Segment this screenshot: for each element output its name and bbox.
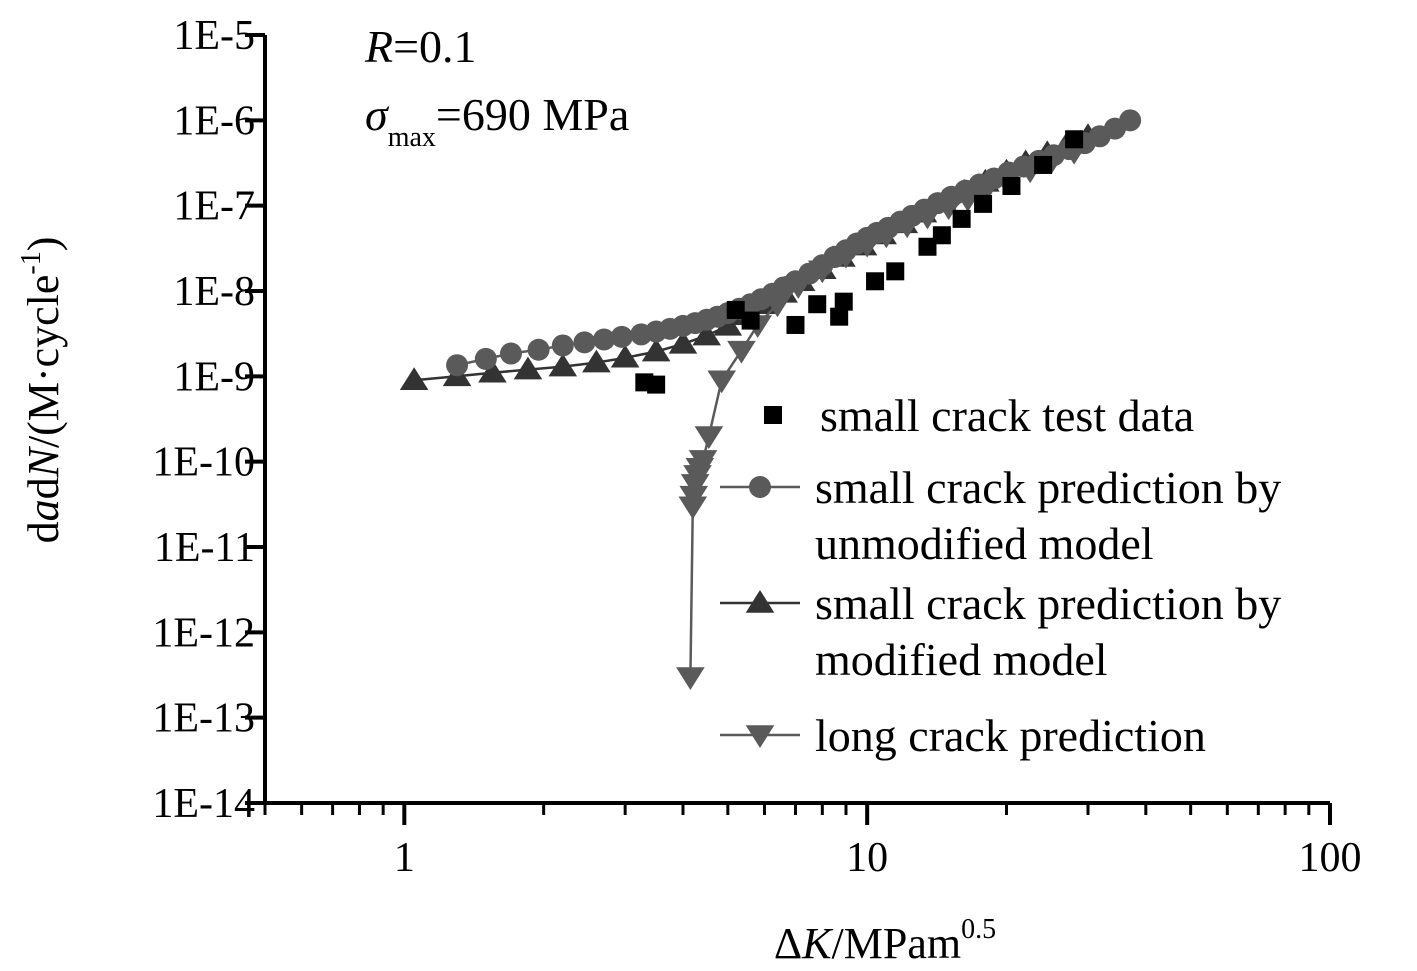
sigma-annotation: σmax=690 MPa xyxy=(365,89,629,153)
series-square xyxy=(635,130,1084,394)
legend-marker xyxy=(745,590,775,613)
x-tick-label: 100 xyxy=(1299,835,1362,881)
data-point xyxy=(399,367,429,390)
x-axis-label: ΔK/MPam0.5 xyxy=(774,914,996,968)
data-point xyxy=(592,328,615,351)
legend-label: small crack prediction by xyxy=(815,462,1281,513)
data-point xyxy=(1002,177,1021,196)
x-tick-label: 10 xyxy=(846,835,888,881)
data-point xyxy=(707,370,737,394)
data-point xyxy=(830,307,849,326)
legend-label: modified model xyxy=(815,634,1108,685)
data-point xyxy=(918,237,937,256)
data-point xyxy=(763,294,792,318)
data-point xyxy=(641,338,671,362)
data-point xyxy=(676,667,705,690)
data-point xyxy=(808,295,827,314)
data-point xyxy=(499,342,522,365)
axes: 1 10 100 1E-5 1E-6 1E-7 1E-8 1E-9 1E-10 1E-11 1E-1… xyxy=(152,13,1361,881)
data-point xyxy=(474,347,497,370)
legend-label: small crack prediction by xyxy=(815,578,1281,629)
data-point xyxy=(886,262,905,281)
data-point xyxy=(741,311,760,330)
legend-marker xyxy=(745,725,775,748)
x-tick-label: 1 xyxy=(394,835,415,881)
data-point xyxy=(974,194,993,213)
r-annotation: R=0.1 xyxy=(364,21,477,72)
data-point xyxy=(610,325,633,348)
data-point xyxy=(679,485,709,509)
data-point xyxy=(513,356,543,380)
data-point xyxy=(953,189,983,212)
y-tick-label: 1E-8 xyxy=(173,269,255,315)
legend-marker xyxy=(749,476,771,498)
y-axis-label: dadN/(M·cycle-1) xyxy=(16,237,68,544)
legend: small crack test data small crack predict… xyxy=(720,390,1281,761)
data-point xyxy=(446,354,469,377)
y-tick-label: 1E-7 xyxy=(173,184,255,230)
data-point xyxy=(713,312,743,336)
data-point xyxy=(688,450,718,473)
data-point xyxy=(1034,155,1053,174)
y-tick-label: 1E-14 xyxy=(152,781,255,827)
data-point xyxy=(808,260,837,284)
series-circle xyxy=(446,109,1142,377)
data-point xyxy=(834,292,853,311)
y-tick-label: 1E-13 xyxy=(152,696,255,742)
legend-item: long crack prediction xyxy=(720,710,1206,761)
y-tick-label: 1E-5 xyxy=(173,13,255,59)
data-point xyxy=(1065,130,1084,149)
data-point xyxy=(726,300,745,319)
data-point xyxy=(727,340,756,364)
data-point xyxy=(582,349,611,373)
data-point xyxy=(678,496,708,520)
data-point xyxy=(913,206,942,230)
legend-marker xyxy=(764,406,782,424)
data-point xyxy=(668,330,698,354)
legend-label: long crack prediction xyxy=(815,710,1206,761)
annotations: R=0.1 σmax=690 MPa xyxy=(364,21,629,153)
data-point xyxy=(866,272,885,291)
y-tick-label: 1E-12 xyxy=(152,610,255,656)
series-triangle-down xyxy=(676,141,1089,690)
data-point xyxy=(692,322,721,346)
data-point xyxy=(610,344,640,368)
y-tick-label: 1E-10 xyxy=(152,440,255,486)
data-point xyxy=(478,359,507,383)
data-point xyxy=(952,209,971,228)
data-point xyxy=(786,315,805,334)
y-tick-label: 1E-6 xyxy=(173,98,255,144)
data-point xyxy=(647,375,666,394)
data-point xyxy=(831,245,861,269)
data-point xyxy=(932,226,951,245)
data-point xyxy=(1119,109,1142,132)
data-point xyxy=(934,197,963,221)
legend-item: small crack test data xyxy=(764,390,1194,441)
y-tick-label: 1E-11 xyxy=(154,525,255,571)
data-point xyxy=(784,276,813,299)
data-point xyxy=(694,426,724,449)
data-point xyxy=(892,215,922,239)
data-point xyxy=(527,338,550,361)
data-point xyxy=(548,353,578,377)
data-point xyxy=(573,331,596,354)
legend-label: unmodified model xyxy=(815,518,1154,569)
data-point xyxy=(852,234,882,258)
legend-label: small crack test data xyxy=(820,390,1194,441)
y-tick-label: 1E-9 xyxy=(173,354,255,400)
data-point xyxy=(551,334,574,357)
data-point xyxy=(971,180,1000,204)
plot-area xyxy=(399,109,1142,690)
data-point xyxy=(872,225,901,249)
